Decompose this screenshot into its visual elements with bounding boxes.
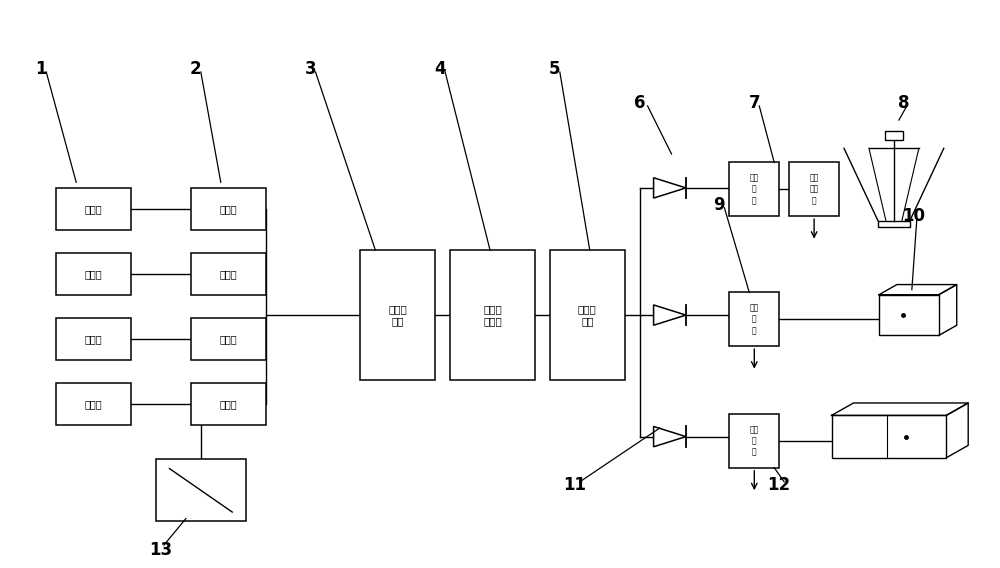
Text: 2: 2 xyxy=(190,60,202,78)
Text: 9: 9 xyxy=(714,196,725,214)
Text: 跨变
器
表: 跨变 器 表 xyxy=(750,174,759,205)
Text: 汇流笱: 汇流笱 xyxy=(219,399,237,409)
Bar xyxy=(789,162,839,216)
Bar xyxy=(56,383,131,425)
Text: 11: 11 xyxy=(563,475,586,494)
Text: 12: 12 xyxy=(768,475,791,494)
Bar xyxy=(879,295,939,336)
Bar xyxy=(550,250,625,380)
Text: 汇流笱: 汇流笱 xyxy=(219,334,237,344)
Text: 10: 10 xyxy=(902,207,925,225)
Text: 交流配
电柜: 交流配 电柜 xyxy=(578,304,597,326)
Text: 13: 13 xyxy=(149,541,173,559)
Bar xyxy=(729,293,779,346)
Text: 汇流笱: 汇流笱 xyxy=(219,269,237,279)
Bar xyxy=(450,250,535,380)
Text: 光伏板: 光伏板 xyxy=(85,334,102,344)
Bar xyxy=(360,250,435,380)
Bar xyxy=(878,221,910,227)
Bar xyxy=(156,459,246,521)
Text: 集中式
逆变器: 集中式 逆变器 xyxy=(483,304,502,326)
Bar xyxy=(191,318,266,360)
Text: 5: 5 xyxy=(549,60,561,78)
Text: 6: 6 xyxy=(634,94,645,112)
Bar xyxy=(56,318,131,360)
Text: 光伏板: 光伏板 xyxy=(85,399,102,409)
Text: 升压
变压
表: 升压 变压 表 xyxy=(810,174,819,205)
Bar xyxy=(885,131,903,140)
Text: 光伏板: 光伏板 xyxy=(85,204,102,214)
Polygon shape xyxy=(654,305,686,325)
Bar xyxy=(56,253,131,295)
Bar xyxy=(56,188,131,230)
Text: 4: 4 xyxy=(434,60,446,78)
Text: 汇流笱: 汇流笱 xyxy=(219,204,237,214)
Polygon shape xyxy=(654,178,686,198)
Bar xyxy=(191,188,266,230)
Text: 1: 1 xyxy=(36,60,47,78)
Text: 跨变
器
表: 跨变 器 表 xyxy=(750,304,759,335)
Text: 7: 7 xyxy=(748,94,760,112)
Bar xyxy=(729,414,779,467)
Text: 跨变
器
表: 跨变 器 表 xyxy=(750,425,759,457)
Text: 3: 3 xyxy=(305,60,316,78)
Text: 光伏板: 光伏板 xyxy=(85,269,102,279)
Polygon shape xyxy=(654,427,686,447)
Text: 8: 8 xyxy=(898,94,910,112)
Bar xyxy=(729,162,779,216)
Bar xyxy=(191,253,266,295)
Text: 直流配
电柜: 直流配 电柜 xyxy=(388,304,407,326)
Bar xyxy=(191,383,266,425)
Bar xyxy=(832,415,946,458)
